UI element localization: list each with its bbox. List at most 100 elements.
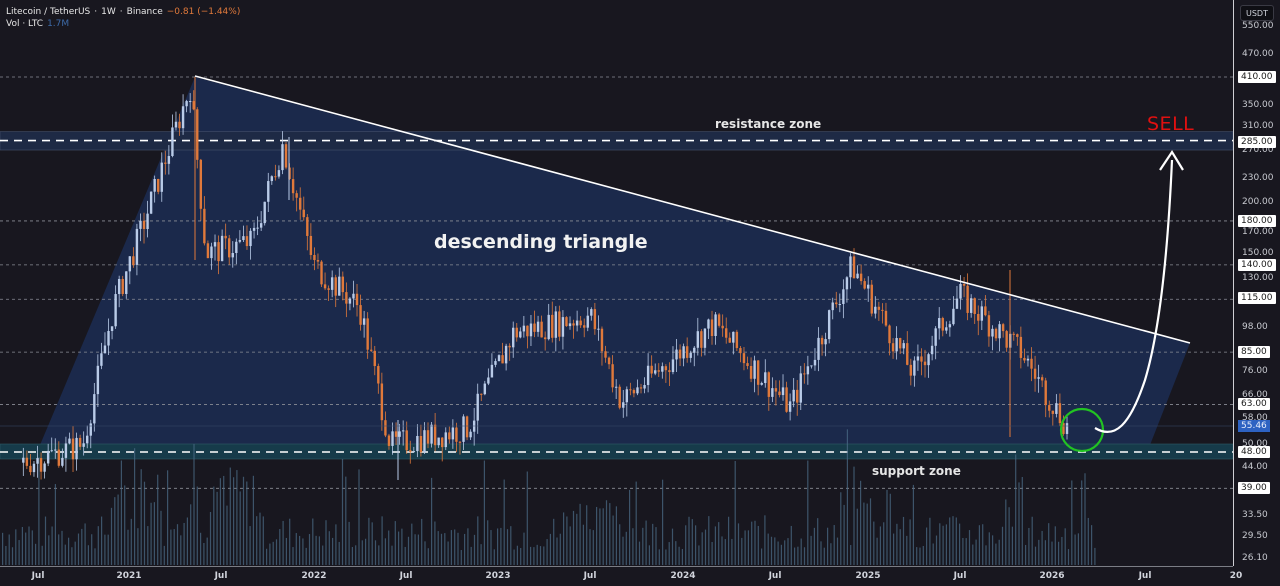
- candle-down: [678, 349, 682, 359]
- volume-bar: [599, 508, 601, 565]
- volume-bar: [338, 541, 340, 565]
- volume-bar: [1028, 527, 1030, 565]
- volume-bar: [1038, 539, 1040, 565]
- candle-down: [1001, 324, 1005, 332]
- support-zone-label: support zone: [872, 464, 961, 478]
- candle-up: [519, 331, 522, 338]
- volume-bar: [589, 529, 591, 565]
- candle-up: [522, 325, 526, 332]
- candle-up: [352, 293, 355, 299]
- time-axis[interactable]: Jul 2021 Jul 2022 Jul 2023 Jul 2024 Jul 2025 Jul 20…: [0, 566, 1242, 586]
- candle-up: [249, 230, 252, 247]
- candle-down: [650, 365, 653, 374]
- candle-down: [987, 315, 991, 337]
- candle-down: [419, 435, 423, 453]
- volume-bar: [741, 537, 743, 565]
- volume-bar: [685, 525, 687, 565]
- volume-bar: [332, 537, 334, 565]
- candle-down: [501, 355, 504, 364]
- descending-triangle-area: [40, 77, 1190, 445]
- volume-bar: [658, 549, 660, 565]
- candle-up: [554, 311, 558, 338]
- volume-bar: [252, 475, 254, 565]
- candle-up: [490, 364, 494, 378]
- candle-down: [721, 325, 724, 329]
- symbol-name[interactable]: Litecoin / TetherUS: [6, 7, 91, 17]
- price-axis[interactable]: 550.00 470.00 350.00 310.00 270.00 230.00 200.…: [1233, 0, 1280, 566]
- sell-signal-label: SELL: [1147, 113, 1195, 135]
- volume-bar: [1048, 523, 1050, 565]
- candle-down: [465, 416, 469, 438]
- candle-up: [969, 298, 973, 313]
- volume-bar: [18, 540, 20, 565]
- volume-bar: [945, 524, 947, 565]
- volume-bar: [645, 520, 647, 565]
- volume-bar: [140, 469, 142, 565]
- volume-bar: [978, 525, 980, 565]
- price-tick: 470.00: [1242, 49, 1274, 59]
- price-change: −0.81 (−1.44%): [166, 7, 241, 17]
- volume-bar: [830, 543, 832, 565]
- candle-up: [103, 345, 107, 354]
- candle-down: [906, 343, 909, 365]
- volume-bar: [543, 546, 545, 565]
- volume-bar: [992, 535, 994, 565]
- volume-bar: [625, 531, 627, 565]
- candle-up: [856, 273, 859, 279]
- candle-up: [760, 383, 763, 385]
- candle-down: [178, 121, 181, 129]
- candle-up: [110, 326, 114, 331]
- volume-bar: [708, 516, 710, 565]
- candle-down: [288, 167, 291, 180]
- volume-bar: [579, 503, 581, 565]
- volume-bar: [549, 533, 551, 565]
- candle-down: [71, 438, 75, 460]
- candle-down: [334, 277, 337, 296]
- candle-down: [657, 370, 660, 372]
- price-tick: 170.00: [1242, 227, 1274, 237]
- volume-bar: [213, 486, 215, 565]
- volume-bar: [698, 545, 700, 565]
- volume-bar: [523, 532, 525, 565]
- volume-bar: [1021, 476, 1023, 565]
- volume-bar: [487, 520, 489, 565]
- volume-bar: [596, 506, 598, 565]
- candle-down: [1033, 368, 1037, 379]
- price-plot[interactable]: [0, 0, 1233, 566]
- candle-down: [355, 293, 359, 306]
- volume-bar: [586, 505, 588, 565]
- time-tick: Jul: [399, 571, 413, 581]
- candle-down: [224, 235, 227, 239]
- volume-label[interactable]: Vol · LTC: [6, 19, 44, 29]
- volume-bar: [153, 502, 155, 565]
- candle-down: [455, 427, 458, 442]
- candle-down: [380, 383, 384, 421]
- volume-bar: [751, 521, 753, 565]
- time-tick: 2021: [116, 571, 142, 581]
- candle-down: [909, 364, 913, 376]
- candle-down: [387, 435, 391, 446]
- currency-unit-button[interactable]: USDT: [1240, 5, 1274, 21]
- candle-up: [444, 432, 447, 448]
- volume-bar: [21, 526, 23, 565]
- volume-bar: [787, 538, 789, 565]
- candle-up: [231, 252, 234, 258]
- volume-bar: [952, 516, 954, 565]
- candle-up: [476, 393, 479, 421]
- volume-bar: [503, 479, 505, 565]
- volume-bar: [368, 517, 370, 565]
- price-tick: 26.10: [1242, 553, 1268, 563]
- volume-bar: [767, 533, 769, 565]
- volume-bar: [652, 523, 654, 565]
- candle-up: [54, 449, 57, 451]
- volume-bar: [1091, 525, 1093, 565]
- volume-bar: [893, 533, 895, 565]
- level-price-label: 180.00: [1238, 215, 1276, 227]
- candle-up: [185, 101, 188, 107]
- volume-bar: [424, 541, 426, 565]
- volume-bar: [566, 516, 568, 565]
- interval[interactable]: 1W: [101, 7, 116, 17]
- volume-bar: [447, 541, 449, 565]
- volume-bar: [77, 533, 80, 565]
